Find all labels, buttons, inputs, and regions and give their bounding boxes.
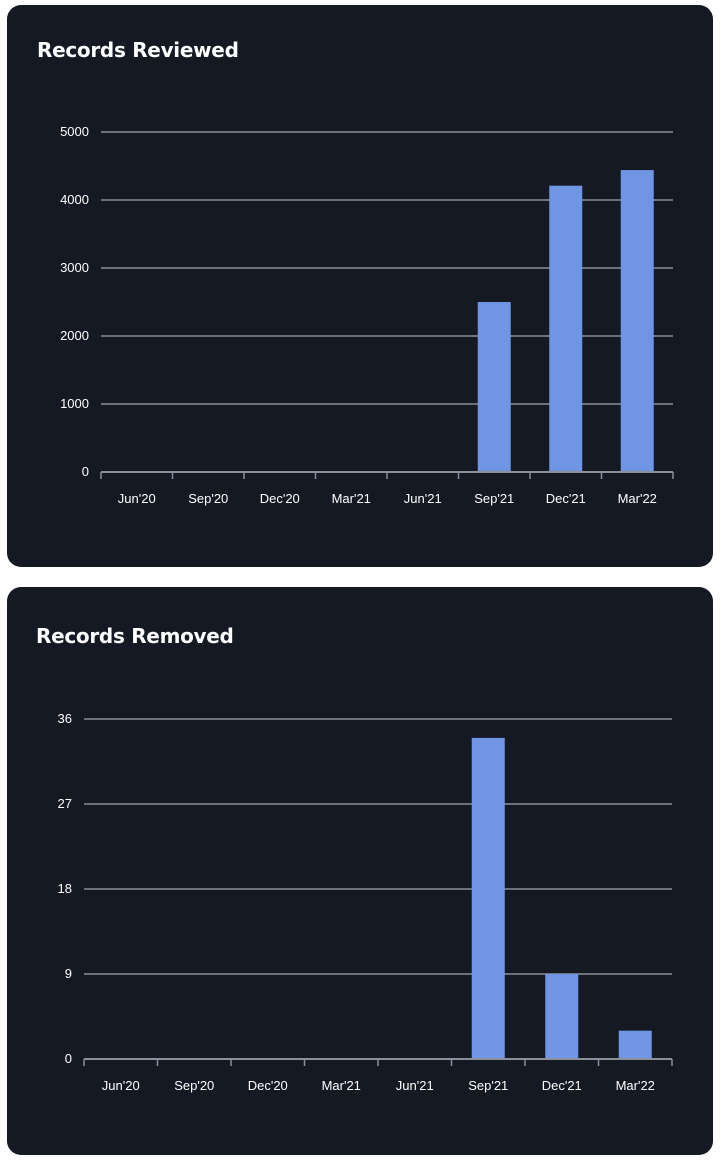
x-tick-label: Mar'21 [332,491,371,506]
x-tick-label: Jun'21 [396,1078,434,1093]
y-tick-label: 0 [65,1051,72,1066]
bar-mar-22 [620,170,654,472]
x-tick-label: Mar'21 [322,1078,361,1093]
x-tick-label: Jun'20 [102,1078,140,1093]
y-tick-label: 27 [58,796,72,811]
x-tick-label: Dec'20 [260,491,300,506]
x-tick-label: Mar'22 [616,1078,655,1093]
chart-title: Records Removed [36,624,234,648]
x-tick-label: Dec'21 [546,491,586,506]
x-tick-label: Sep'20 [188,491,228,506]
y-tick-label: 36 [58,711,72,726]
bar-mar-22 [618,1030,652,1059]
x-tick-label: Sep'21 [474,491,514,506]
records-reviewed-chart: 0 1000 2000 3000 4000 5000 Jun'20 Sep'20 Dec'20 M… [60,124,674,506]
x-tick-label: Dec'20 [248,1078,288,1093]
y-tick-label: 9 [65,966,72,981]
chart-title: Records Reviewed [37,38,239,62]
x-tick-label: Sep'20 [174,1078,214,1093]
records-removed-card: Records Removed 0 9 18 27 36 Jun'20 Sep'20 Dec'… [7,587,713,1155]
bar-dec-21 [545,974,579,1059]
records-removed-chart: 0 9 18 27 36 Jun'20 Sep'20 Dec'20 Mar'21 Jun'21 Se… [58,711,673,1093]
x-tick-label: Mar'22 [618,491,657,506]
y-tick-label: 18 [58,881,72,896]
y-tick-label: 0 [82,464,89,479]
y-tick-label: 4000 [60,192,89,207]
bar-dec-21 [549,185,583,472]
y-tick-label: 5000 [60,124,89,139]
x-tick-label: Sep'21 [468,1078,508,1093]
x-tick-label: Dec'21 [542,1078,582,1093]
y-tick-label: 2000 [60,328,89,343]
x-tick-label: Jun'21 [404,491,442,506]
bar-sep-21 [477,302,511,472]
x-tick-label: Jun'20 [118,491,156,506]
y-tick-label: 1000 [60,396,89,411]
bar-sep-21 [471,737,505,1059]
y-tick-label: 3000 [60,260,89,275]
records-reviewed-card: Records Reviewed 0 1000 2000 3000 4000 5000 Ju… [7,5,713,567]
